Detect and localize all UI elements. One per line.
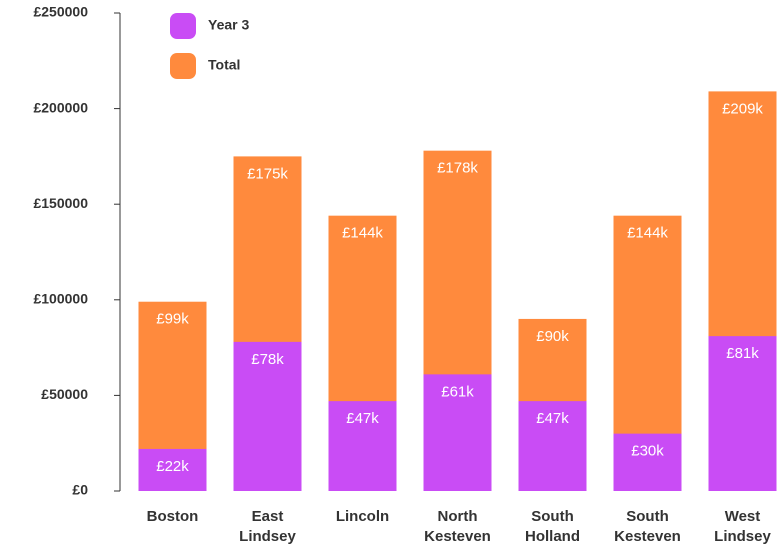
x-tick-label: Lincoln xyxy=(335,508,390,525)
y-tick-label: £100000 xyxy=(33,291,88,307)
legend-swatch xyxy=(170,53,196,79)
x-tick-label: South Kesteven xyxy=(614,508,681,545)
value-label: £144k xyxy=(627,225,668,242)
value-label: £81k xyxy=(726,345,759,362)
x-tick-label: East Lindsey xyxy=(239,508,296,545)
value-label: £22k xyxy=(156,458,189,475)
bar xyxy=(708,336,777,491)
value-label: £30k xyxy=(631,443,664,460)
value-label: £175k xyxy=(247,165,288,182)
x-tick-label: South Holland xyxy=(525,508,580,545)
legend-swatch xyxy=(170,13,196,39)
value-label: £90k xyxy=(536,328,569,345)
y-tick-label: £0 xyxy=(72,482,88,498)
x-tick-label: Boston xyxy=(146,508,199,525)
bar xyxy=(138,448,207,491)
value-label: £61k xyxy=(441,383,474,400)
value-label: £99k xyxy=(156,311,189,328)
value-label: £47k xyxy=(346,410,379,427)
bar xyxy=(518,401,587,491)
value-label: £78k xyxy=(251,351,284,368)
y-tick-label: £150000 xyxy=(33,195,88,211)
bar xyxy=(423,374,492,491)
bar xyxy=(233,341,302,491)
value-label: £178k xyxy=(437,160,478,177)
x-tick-label: North Kesteven xyxy=(424,508,491,545)
legend-label: Year 3 xyxy=(208,17,249,33)
value-label: £144k xyxy=(342,225,383,242)
value-label: £47k xyxy=(536,410,569,427)
x-tick-label: West Lindsey xyxy=(714,508,771,545)
value-label: £209k xyxy=(722,100,763,117)
y-tick-label: £50000 xyxy=(41,386,88,402)
bar xyxy=(328,401,397,491)
y-tick-label: £250000 xyxy=(33,4,88,20)
y-tick-label: £200000 xyxy=(33,99,88,115)
legend-label: Total xyxy=(208,57,240,73)
bar xyxy=(613,433,682,491)
